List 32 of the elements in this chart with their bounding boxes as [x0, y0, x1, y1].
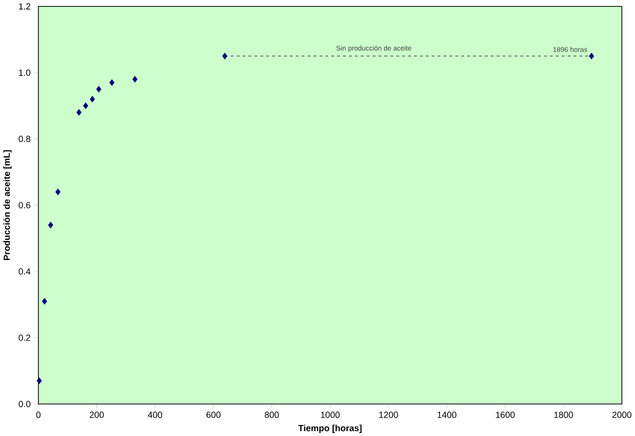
- point: [83, 102, 88, 110]
- y-tick-label: 0.4: [18, 268, 30, 274]
- point: [222, 52, 228, 60]
- y-tick-label: 0.8: [18, 136, 30, 142]
- x-tick-label: 1800: [554, 412, 574, 418]
- point: [109, 79, 114, 86]
- point: [96, 86, 102, 92]
- point: [76, 108, 82, 116]
- y-tick-label: 0.6: [18, 202, 30, 208]
- x-tick-label: 1600: [496, 412, 515, 418]
- point: [588, 52, 594, 60]
- point: [132, 76, 138, 82]
- y-tick-label: 1.2: [19, 3, 30, 10]
- y-tick-label: 1.0: [19, 69, 30, 76]
- x-tick-label: 1200: [379, 412, 398, 418]
- y-tick-label: 0.0: [18, 400, 30, 407]
- x-tick-label: 1000: [320, 412, 340, 418]
- x-tick-label: 600: [206, 412, 220, 418]
- y-tick-label: 0.2: [18, 334, 30, 341]
- point: [48, 222, 54, 228]
- point: [42, 298, 48, 304]
- point: [55, 188, 61, 196]
- x-tick-label: 2000: [612, 412, 632, 418]
- x-tick-label: 0: [36, 412, 41, 418]
- x-tick-label: 800: [264, 412, 279, 418]
- x-axis-title: Tiempo [horas]: [298, 424, 362, 433]
- y-axis-title: Producción de aceite [mL]: [3, 150, 12, 260]
- x-tick-label: 1400: [438, 412, 456, 418]
- point: [36, 377, 42, 384]
- point: [90, 96, 95, 102]
- x-tick-label: 400: [148, 412, 162, 418]
- x-tick-label: 200: [90, 412, 104, 418]
